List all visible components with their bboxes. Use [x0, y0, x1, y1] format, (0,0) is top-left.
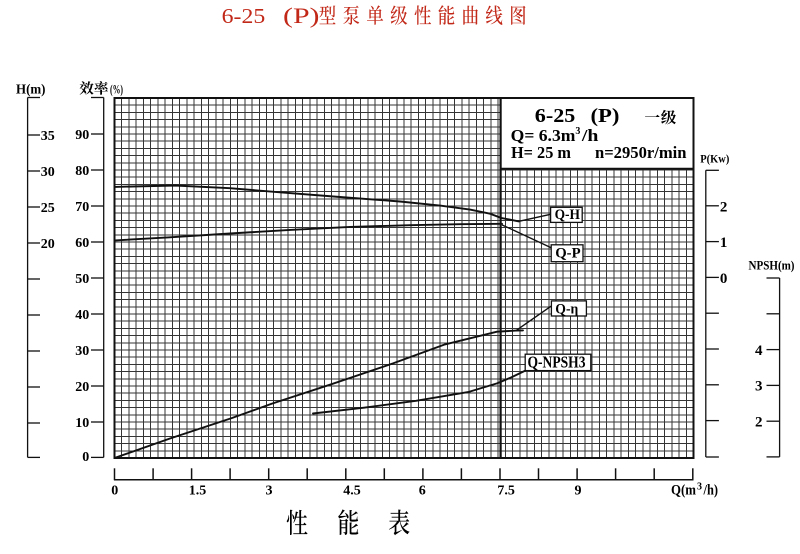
svg-text:6: 6	[419, 484, 426, 499]
svg-text:30: 30	[75, 344, 89, 359]
svg-text:3: 3	[575, 126, 580, 137]
svg-text:4.5: 4.5	[343, 484, 361, 499]
svg-text:(P): (P)	[591, 105, 620, 127]
svg-text:0: 0	[82, 450, 89, 465]
svg-text:20: 20	[41, 237, 55, 252]
svg-text:80: 80	[75, 164, 89, 179]
svg-text:2: 2	[720, 199, 728, 215]
svg-text:3: 3	[755, 379, 763, 395]
svg-text:6-25: 6-25	[222, 6, 266, 28]
svg-text:20: 20	[75, 380, 89, 395]
svg-text:/h): /h)	[703, 483, 718, 499]
svg-text:NPSH(m): NPSH(m)	[749, 258, 795, 273]
svg-text:10: 10	[75, 416, 89, 431]
svg-text:P(Kw): P(Kw)	[700, 151, 729, 165]
svg-text:H= 25 m: H= 25 m	[511, 143, 571, 162]
svg-text:0: 0	[111, 484, 118, 499]
svg-text:40: 40	[75, 308, 89, 323]
svg-text:2: 2	[755, 414, 763, 430]
svg-text:4: 4	[755, 343, 763, 359]
svg-text:30: 30	[41, 165, 55, 180]
svg-text:Q(m: Q(m	[671, 483, 696, 499]
svg-text:Q-NPSH3: Q-NPSH3	[528, 352, 586, 371]
svg-text:9: 9	[575, 484, 582, 499]
svg-text:(P): (P)	[283, 3, 320, 28]
svg-text:70: 70	[75, 200, 89, 215]
svg-text:n=2950r/min: n=2950r/min	[595, 143, 687, 162]
svg-text:1.5: 1.5	[189, 484, 207, 499]
svg-text:Q-η: Q-η	[555, 301, 578, 317]
svg-text:/h: /h	[581, 126, 599, 145]
svg-text:(%): (%)	[110, 83, 123, 97]
svg-text:Q-H: Q-H	[555, 207, 581, 223]
svg-text:H(m): H(m)	[16, 83, 46, 98]
svg-text:35: 35	[41, 129, 55, 144]
svg-text:0: 0	[720, 271, 728, 287]
svg-text:3: 3	[266, 484, 273, 499]
svg-text:Q-P: Q-P	[555, 245, 580, 261]
svg-text:50: 50	[75, 272, 89, 287]
svg-text:6-25: 6-25	[535, 105, 576, 127]
svg-text:1: 1	[720, 235, 728, 251]
svg-text:Q= 6.3m: Q= 6.3m	[511, 126, 576, 145]
svg-text:3: 3	[697, 482, 702, 493]
svg-text:60: 60	[75, 236, 89, 251]
svg-text:25: 25	[41, 201, 55, 216]
svg-text:7.5: 7.5	[497, 484, 515, 499]
svg-text:90: 90	[75, 128, 89, 143]
